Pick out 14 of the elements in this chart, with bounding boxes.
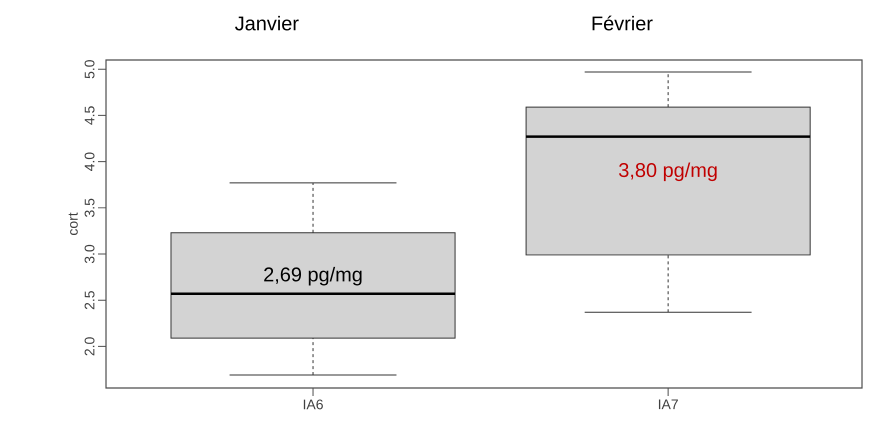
x-tick-label: IA7 — [658, 400, 678, 410]
y-tick-label: 5.0 — [84, 60, 94, 78]
y-tick-label: 3.0 — [84, 244, 94, 264]
y-tick-label: 4.5 — [84, 106, 94, 125]
y-tick-label: 2.5 — [84, 291, 94, 310]
y-axis-title: cort — [68, 212, 78, 236]
y-tick-label: 2.0 — [84, 337, 94, 356]
x-tick-label: IA6 — [304, 399, 323, 410]
text: Janvier — [235, 16, 299, 30]
annotation: 2,69 pg/mg — [264, 266, 362, 286]
text: Février — [592, 16, 653, 30]
annotation: 3,80 pg/mg — [619, 162, 717, 182]
y-tick-label: 3.5 — [84, 198, 94, 217]
y-tick-label: 4.0 — [84, 152, 94, 171]
